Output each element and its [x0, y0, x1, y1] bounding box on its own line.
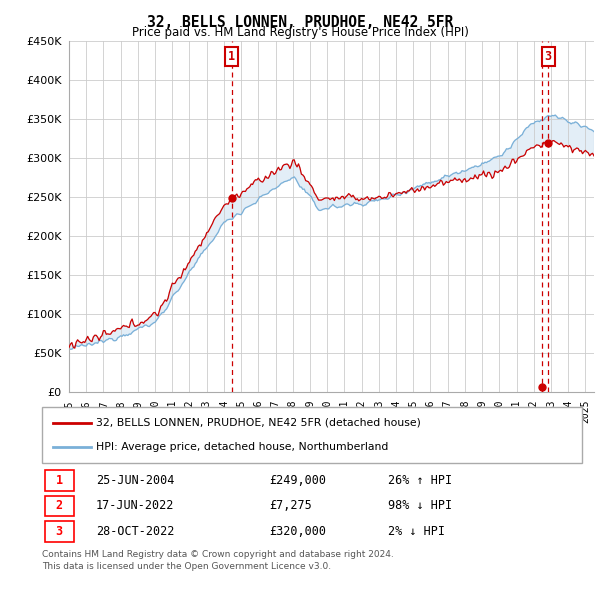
Text: 28-OCT-2022: 28-OCT-2022 — [96, 525, 175, 538]
Text: £249,000: £249,000 — [269, 474, 326, 487]
Text: £7,275: £7,275 — [269, 499, 311, 513]
Text: Price paid vs. HM Land Registry's House Price Index (HPI): Price paid vs. HM Land Registry's House … — [131, 26, 469, 39]
FancyBboxPatch shape — [45, 496, 74, 516]
Text: Contains HM Land Registry data © Crown copyright and database right 2024.: Contains HM Land Registry data © Crown c… — [42, 550, 394, 559]
Text: 2% ↓ HPI: 2% ↓ HPI — [388, 525, 445, 538]
Text: 1: 1 — [56, 474, 63, 487]
Text: £320,000: £320,000 — [269, 525, 326, 538]
Text: 17-JUN-2022: 17-JUN-2022 — [96, 499, 175, 513]
FancyBboxPatch shape — [45, 521, 74, 542]
Text: 25-JUN-2004: 25-JUN-2004 — [96, 474, 175, 487]
Text: 3: 3 — [56, 525, 63, 538]
Text: 32, BELLS LONNEN, PRUDHOE, NE42 5FR: 32, BELLS LONNEN, PRUDHOE, NE42 5FR — [147, 15, 453, 30]
Text: 1: 1 — [228, 50, 235, 63]
FancyBboxPatch shape — [42, 407, 582, 463]
Text: 26% ↑ HPI: 26% ↑ HPI — [388, 474, 452, 487]
Text: 98% ↓ HPI: 98% ↓ HPI — [388, 499, 452, 513]
FancyBboxPatch shape — [45, 470, 74, 491]
Text: 32, BELLS LONNEN, PRUDHOE, NE42 5FR (detached house): 32, BELLS LONNEN, PRUDHOE, NE42 5FR (det… — [96, 418, 421, 428]
Text: 2: 2 — [56, 499, 63, 513]
Text: This data is licensed under the Open Government Licence v3.0.: This data is licensed under the Open Gov… — [42, 562, 331, 571]
Text: HPI: Average price, detached house, Northumberland: HPI: Average price, detached house, Nort… — [96, 442, 388, 453]
Text: 3: 3 — [544, 50, 551, 63]
